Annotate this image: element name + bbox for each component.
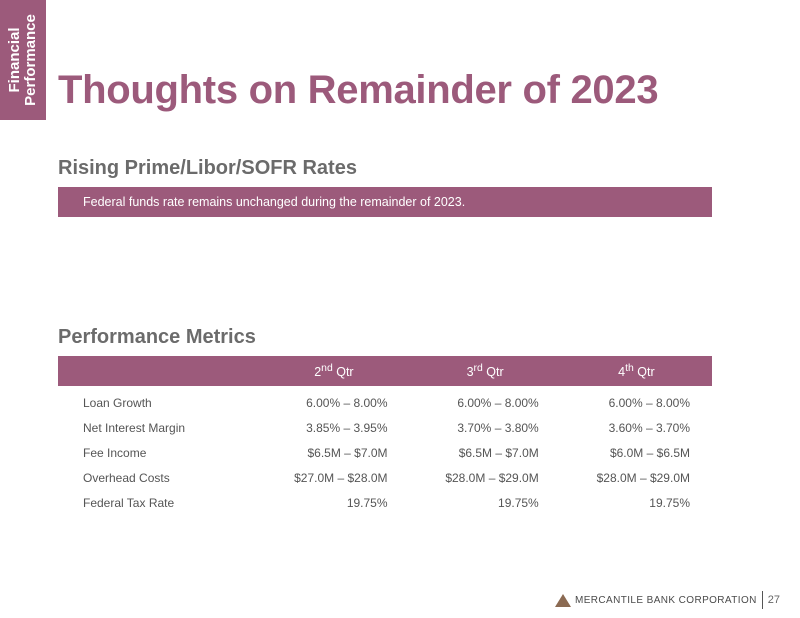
- cell-q3: 19.75%: [498, 495, 539, 510]
- header-q4: 4th Qtr: [560, 356, 712, 386]
- table-row: Loan Growth 6.00% – 8.00% 6.00% – 8.00% …: [58, 386, 712, 415]
- header-q4-number: 4: [618, 365, 626, 380]
- table-header-row: 2nd Qtr 3rd Qtr 4th Qtr: [58, 356, 712, 386]
- page-number: 27: [767, 594, 780, 606]
- section-tab: Financial Performance: [0, 0, 46, 120]
- header-q3: 3rd Qtr: [409, 356, 561, 386]
- header-blank-cell: [58, 356, 259, 386]
- footer: MERCANTILE BANK CORPORATION 27: [555, 589, 780, 611]
- cell-q4: 19.75%: [649, 495, 690, 510]
- metrics-table: 2nd Qtr 3rd Qtr 4th Qtr Loan Growth 6.00…: [58, 356, 712, 515]
- company-name: MERCANTILE BANK CORPORATION: [575, 594, 757, 606]
- metrics-heading: Performance Metrics: [58, 326, 256, 348]
- cell-q2: 3.85% – 3.95%: [306, 420, 388, 435]
- section-tab-label: Financial Performance: [6, 14, 39, 106]
- cell-q2: 6.00% – 8.00%: [306, 395, 388, 410]
- header-q4-ordinal: th: [625, 362, 634, 374]
- section-tab-line2: Performance: [22, 14, 39, 106]
- header-q2-label: Qtr: [336, 365, 354, 380]
- cell-q4: $6.0M – $6.5M: [609, 445, 690, 460]
- cell-q3: 3.70% – 3.80%: [457, 420, 539, 435]
- row-label: Net Interest Margin: [83, 420, 186, 435]
- header-q2-number: 2: [314, 365, 322, 380]
- rates-banner-text: Federal funds rate remains unchanged dur…: [83, 195, 466, 209]
- cell-q2: 19.75%: [346, 495, 388, 510]
- cell-q3: $6.5M – $7.0M: [458, 445, 539, 460]
- cell-q3: $28.0M – $29.0M: [445, 470, 539, 485]
- row-label: Fee Income: [83, 445, 147, 460]
- table-row: Federal Tax Rate 19.75% 19.75% 19.75%: [58, 490, 712, 515]
- table-row: Fee Income $6.5M – $7.0M $6.5M – $7.0M $…: [58, 440, 712, 465]
- row-label: Loan Growth: [83, 395, 152, 410]
- section-tab-line1: Financial: [6, 27, 23, 93]
- header-q2-ordinal: nd: [321, 362, 333, 374]
- rates-heading: Rising Prime/Libor/SOFR Rates: [58, 157, 357, 179]
- row-label: Overhead Costs: [83, 470, 170, 485]
- cell-q2: $27.0M – $28.0M: [294, 470, 388, 485]
- header-q4-label: Qtr: [637, 365, 655, 380]
- cell-q2: $6.5M – $7.0M: [307, 445, 388, 460]
- cell-q4: 6.00% – 8.00%: [608, 395, 690, 410]
- table-row: Net Interest Margin 3.85% – 3.95% 3.70% …: [58, 415, 712, 440]
- cell-q3: 6.00% – 8.00%: [457, 395, 539, 410]
- header-q3-label: Qtr: [486, 365, 504, 380]
- header-q3-number: 3: [466, 365, 474, 380]
- cell-q4: $28.0M – $29.0M: [596, 470, 690, 485]
- row-label: Federal Tax Rate: [83, 495, 175, 510]
- company-logo-triangle-icon: [555, 593, 571, 607]
- header-q3-ordinal: rd: [473, 362, 483, 374]
- page-title: Thoughts on Remainder of 2023: [58, 68, 659, 112]
- footer-divider: [761, 591, 763, 609]
- table-row: Overhead Costs $27.0M – $28.0M $28.0M – …: [58, 465, 712, 490]
- header-q2: 2nd Qtr: [258, 356, 410, 386]
- rates-banner: Federal funds rate remains unchanged dur…: [58, 187, 712, 217]
- cell-q4: 3.60% – 3.70%: [608, 420, 690, 435]
